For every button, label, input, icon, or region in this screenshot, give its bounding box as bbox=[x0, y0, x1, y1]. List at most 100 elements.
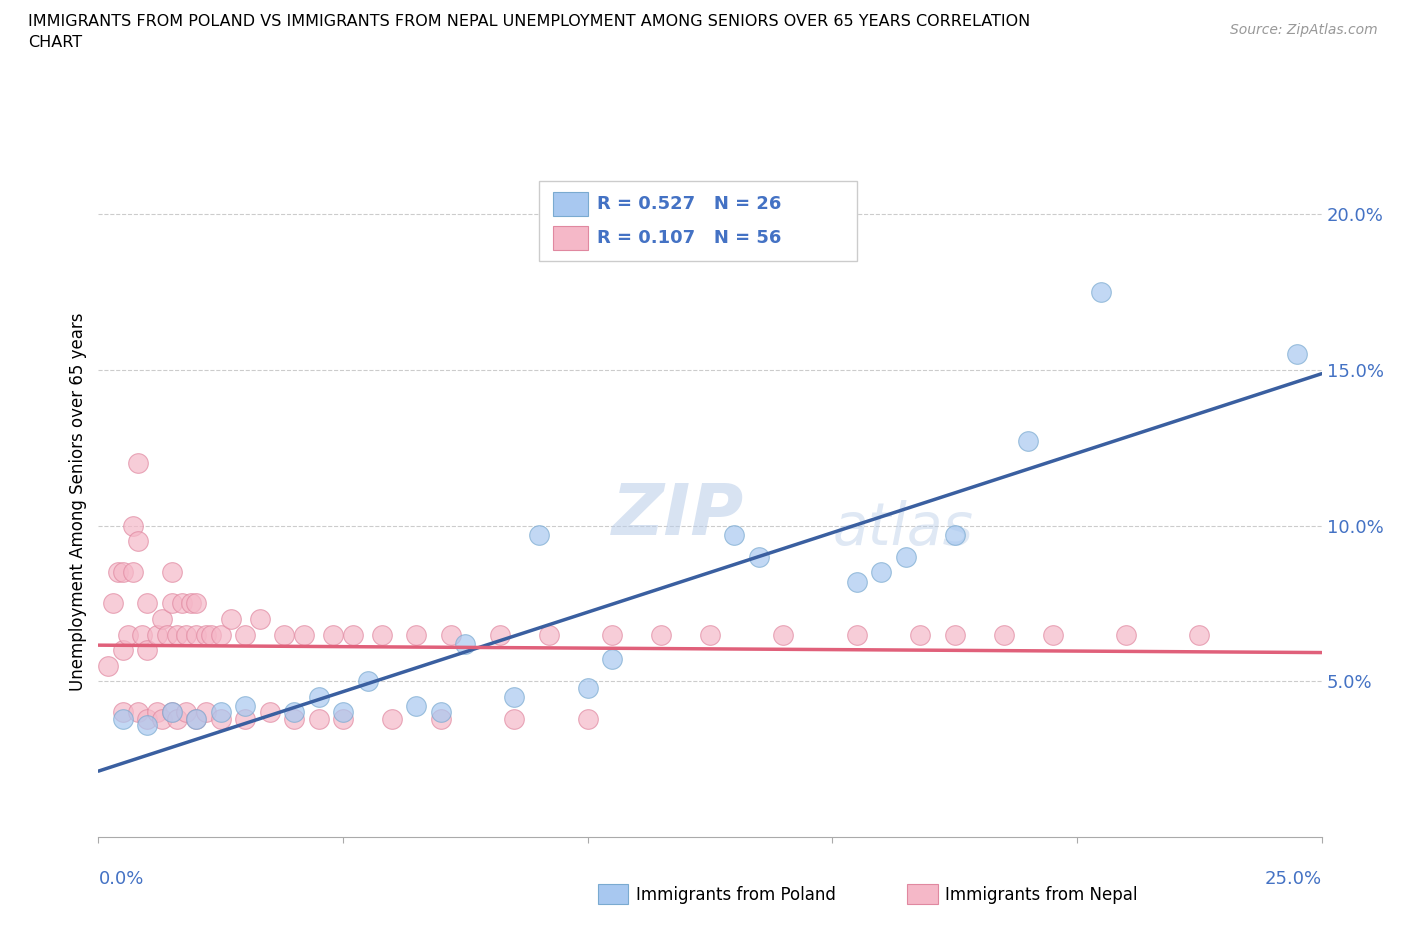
Point bbox=[136, 711, 159, 726]
Point bbox=[186, 627, 208, 642]
Text: Immigrants from Nepal: Immigrants from Nepal bbox=[945, 885, 1137, 904]
Point bbox=[160, 565, 183, 579]
Point bbox=[845, 574, 868, 589]
Point bbox=[136, 596, 159, 611]
Point bbox=[650, 627, 672, 642]
Text: 25.0%: 25.0% bbox=[1264, 870, 1322, 887]
Point bbox=[430, 705, 453, 720]
Point bbox=[195, 705, 218, 720]
FancyBboxPatch shape bbox=[554, 226, 588, 250]
Point bbox=[195, 627, 218, 642]
Point bbox=[308, 689, 330, 704]
Point bbox=[1286, 347, 1309, 362]
Point bbox=[209, 711, 232, 726]
Point bbox=[127, 456, 149, 471]
Point bbox=[322, 627, 344, 642]
Point bbox=[150, 612, 173, 627]
Point bbox=[131, 627, 153, 642]
Point bbox=[127, 705, 149, 720]
Point bbox=[101, 596, 124, 611]
Point bbox=[107, 565, 129, 579]
Point bbox=[180, 596, 202, 611]
Text: 0.0%: 0.0% bbox=[98, 870, 143, 887]
Text: atlas: atlas bbox=[832, 500, 973, 557]
Text: IMMIGRANTS FROM POLAND VS IMMIGRANTS FROM NEPAL UNEMPLOYMENT AMONG SENIORS OVER : IMMIGRANTS FROM POLAND VS IMMIGRANTS FRO… bbox=[28, 14, 1031, 29]
Point bbox=[111, 565, 134, 579]
Point bbox=[150, 711, 173, 726]
Point bbox=[186, 711, 208, 726]
Point bbox=[430, 711, 453, 726]
Point bbox=[894, 550, 917, 565]
Point bbox=[121, 565, 143, 579]
Point bbox=[166, 711, 188, 726]
Point bbox=[943, 527, 966, 542]
Point bbox=[371, 627, 394, 642]
Point bbox=[600, 652, 623, 667]
Point bbox=[870, 565, 893, 579]
Point bbox=[233, 627, 256, 642]
Point bbox=[699, 627, 721, 642]
Point bbox=[209, 627, 232, 642]
Point bbox=[273, 627, 295, 642]
Text: Immigrants from Poland: Immigrants from Poland bbox=[636, 885, 835, 904]
Point bbox=[503, 711, 526, 726]
Point bbox=[576, 680, 599, 695]
Point bbox=[440, 627, 463, 642]
Point bbox=[943, 627, 966, 642]
Point bbox=[127, 534, 149, 549]
Point bbox=[292, 627, 315, 642]
Point bbox=[97, 658, 120, 673]
Point bbox=[186, 596, 208, 611]
Point bbox=[405, 627, 427, 642]
Point bbox=[283, 705, 305, 720]
Point bbox=[845, 627, 868, 642]
Point bbox=[176, 705, 198, 720]
Point bbox=[176, 627, 198, 642]
Point bbox=[748, 550, 770, 565]
Point bbox=[454, 636, 477, 651]
Text: Source: ZipAtlas.com: Source: ZipAtlas.com bbox=[1230, 23, 1378, 37]
Point bbox=[993, 627, 1015, 642]
Point bbox=[160, 596, 183, 611]
Point bbox=[249, 612, 271, 627]
Point bbox=[259, 705, 281, 720]
Point bbox=[488, 627, 510, 642]
Point bbox=[146, 705, 169, 720]
Point bbox=[160, 705, 183, 720]
Point bbox=[332, 705, 354, 720]
Point bbox=[1188, 627, 1211, 642]
Point bbox=[117, 627, 139, 642]
Point bbox=[283, 711, 305, 726]
Point bbox=[111, 643, 134, 658]
Text: CHART: CHART bbox=[28, 35, 82, 50]
Point bbox=[356, 674, 378, 689]
Point bbox=[233, 711, 256, 726]
Point bbox=[1042, 627, 1064, 642]
Point bbox=[537, 627, 560, 642]
Text: ZIP: ZIP bbox=[612, 481, 744, 550]
Point bbox=[111, 705, 134, 720]
Point bbox=[166, 627, 188, 642]
Point bbox=[156, 627, 179, 642]
Point bbox=[233, 698, 256, 713]
Point bbox=[1115, 627, 1137, 642]
Text: R = 0.527   N = 26: R = 0.527 N = 26 bbox=[598, 194, 782, 213]
Point bbox=[342, 627, 364, 642]
Y-axis label: Unemployment Among Seniors over 65 years: Unemployment Among Seniors over 65 years bbox=[69, 313, 87, 691]
Point bbox=[186, 711, 208, 726]
Point bbox=[381, 711, 404, 726]
Point bbox=[160, 705, 183, 720]
Point bbox=[146, 627, 169, 642]
Point bbox=[121, 518, 143, 533]
Point bbox=[136, 717, 159, 732]
Point bbox=[772, 627, 794, 642]
Point bbox=[600, 627, 623, 642]
Point bbox=[200, 627, 222, 642]
Point bbox=[170, 596, 193, 611]
Point bbox=[209, 705, 232, 720]
Point bbox=[405, 698, 427, 713]
Point bbox=[527, 527, 550, 542]
Point bbox=[111, 711, 134, 726]
Point bbox=[136, 643, 159, 658]
Point bbox=[503, 689, 526, 704]
